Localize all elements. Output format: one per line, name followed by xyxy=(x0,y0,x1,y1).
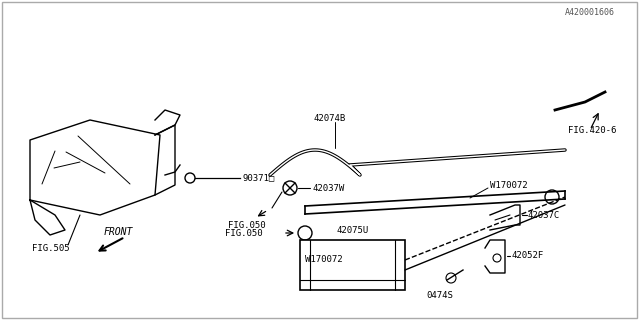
Text: 90371□: 90371□ xyxy=(242,173,275,182)
Text: FRONT: FRONT xyxy=(103,227,132,237)
FancyBboxPatch shape xyxy=(300,240,405,290)
Text: FIG.050: FIG.050 xyxy=(225,228,262,237)
Text: 0474S: 0474S xyxy=(427,291,453,300)
Text: 42075U: 42075U xyxy=(337,226,369,235)
Text: 42037W: 42037W xyxy=(312,183,344,193)
Text: FIG.050: FIG.050 xyxy=(228,220,266,229)
Text: FIG.505: FIG.505 xyxy=(32,244,70,252)
Text: W170072: W170072 xyxy=(305,255,342,265)
Text: W170072: W170072 xyxy=(490,180,527,189)
Text: 42052F: 42052F xyxy=(511,252,543,260)
Text: 42037C: 42037C xyxy=(528,211,560,220)
Text: 42074B: 42074B xyxy=(314,114,346,123)
Text: FIG.420-6: FIG.420-6 xyxy=(568,125,616,134)
Text: A420001606: A420001606 xyxy=(565,7,615,17)
